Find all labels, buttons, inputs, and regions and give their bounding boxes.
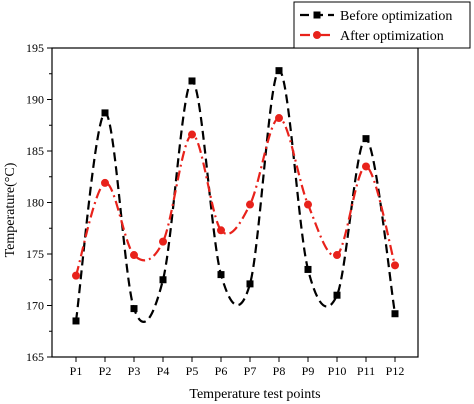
data-point — [101, 178, 109, 187]
x-axis-title: Temperature test points — [189, 387, 320, 402]
y-tick-label: 170 — [26, 299, 44, 313]
x-tick-label: P5 — [186, 364, 199, 378]
x-tick-label: P9 — [302, 364, 315, 378]
series-line — [74, 69, 397, 323]
y-tick-label: 165 — [26, 350, 44, 364]
data-point — [275, 67, 283, 75]
plot-border — [51, 47, 419, 358]
data-point — [130, 305, 138, 313]
series-after — [72, 114, 399, 280]
series-before — [72, 67, 399, 325]
data-point — [188, 130, 196, 139]
data-point — [72, 271, 80, 280]
y-axis-title: Temperature(°C) — [3, 162, 18, 257]
data-point — [391, 261, 399, 270]
x-tick-label: P3 — [128, 364, 141, 378]
x-tick-label: P6 — [215, 364, 228, 378]
y-tick-label: 195 — [26, 41, 44, 55]
data-point — [304, 200, 312, 209]
x-tick-label: P2 — [99, 364, 112, 378]
x-tick-label: P4 — [157, 364, 170, 378]
data-point — [362, 135, 370, 143]
data-point — [188, 77, 196, 85]
legend-label: After optimization — [340, 29, 444, 44]
data-point — [217, 271, 225, 279]
legend-marker — [313, 11, 321, 19]
data-point — [101, 109, 109, 117]
x-tick-label: P11 — [357, 364, 375, 378]
legend-box — [293, 1, 471, 49]
x-tick-label: P1 — [70, 364, 83, 378]
x-axis: P1 P2 P3 P4 P5 P6 P7 P8 P9 P10 P11 P12 — [70, 357, 405, 378]
data-point — [72, 317, 80, 325]
legend: Before optimization After optimization — [293, 1, 471, 49]
data-point — [275, 114, 283, 123]
data-point — [246, 280, 254, 288]
data-point — [159, 237, 167, 246]
legend-marker — [313, 31, 321, 39]
data-point — [362, 162, 370, 171]
x-tick-label: P8 — [273, 364, 286, 378]
legend-label: Before optimization — [340, 9, 452, 24]
data-point — [246, 200, 254, 209]
y-tick-label: 175 — [26, 247, 44, 261]
y-tick-label: 180 — [26, 196, 44, 210]
y-tick-label: 190 — [26, 93, 44, 107]
data-point — [304, 265, 312, 273]
plot-frame — [51, 47, 419, 358]
series-line — [74, 116, 397, 276]
data-point — [159, 276, 167, 284]
data-point — [217, 226, 225, 235]
data-point — [391, 310, 399, 318]
x-tick-label: P12 — [386, 364, 405, 378]
y-axis: 165 170 175 180 185 190 195 — [26, 41, 52, 364]
data-point — [333, 291, 341, 299]
x-tick-label: P7 — [244, 364, 257, 378]
y-tick-label: 185 — [26, 144, 44, 158]
x-tick-label: P10 — [328, 364, 347, 378]
data-point — [130, 251, 138, 260]
series-layer — [72, 67, 399, 325]
data-point — [333, 251, 341, 260]
